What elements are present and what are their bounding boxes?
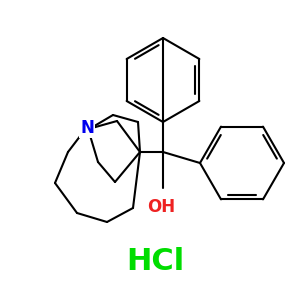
Text: HCl: HCl [126, 248, 184, 277]
Text: OH: OH [147, 198, 175, 216]
Text: N: N [80, 119, 94, 137]
